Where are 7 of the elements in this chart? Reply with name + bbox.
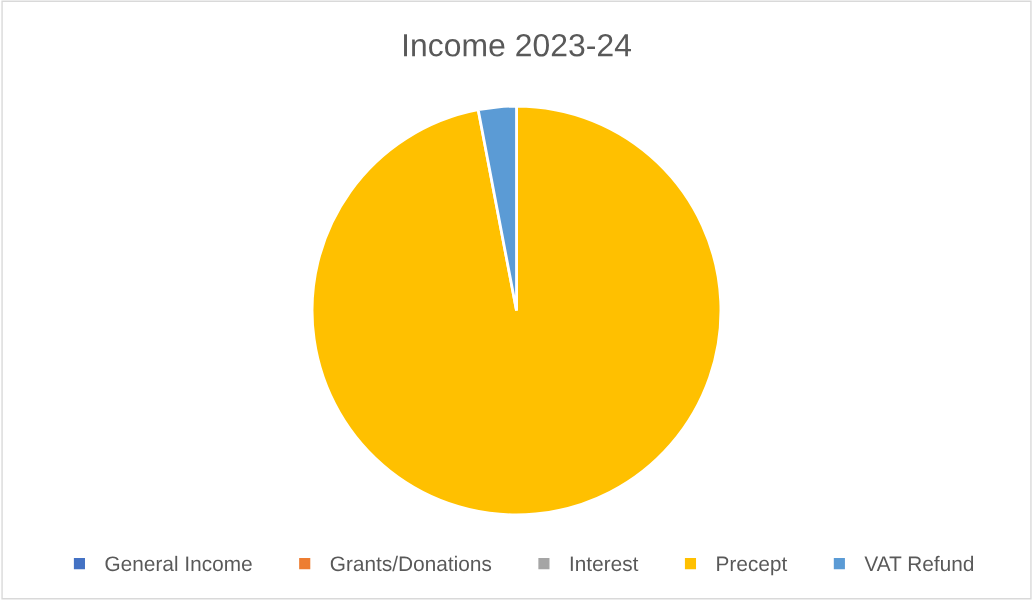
legend-label: Grants/Donations (330, 555, 492, 572)
legend-label: Interest (570, 556, 639, 572)
legend-label: General Income (105, 555, 252, 572)
chart-title: Income 2023-24 (404, 33, 632, 57)
legend-label: VAT Refund (864, 555, 974, 572)
legend-label: Precept (717, 556, 788, 576)
pie-slice (310, 104, 723, 517)
